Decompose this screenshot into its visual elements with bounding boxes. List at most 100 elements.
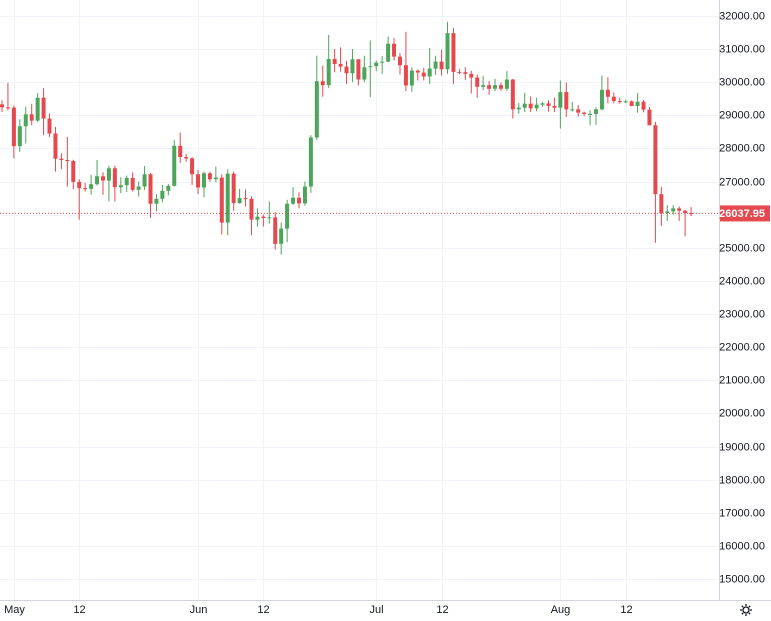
x-tick-label: 12 bbox=[620, 604, 632, 616]
candle-body bbox=[261, 216, 266, 219]
candle-body bbox=[142, 174, 147, 187]
candle-body bbox=[481, 85, 486, 87]
candle-body bbox=[493, 85, 498, 89]
candle-body bbox=[219, 177, 224, 223]
candle-body bbox=[564, 92, 569, 110]
settings-icon[interactable] bbox=[740, 604, 752, 616]
candle-body bbox=[653, 125, 658, 195]
candle-body bbox=[629, 101, 634, 107]
candle-body bbox=[178, 145, 183, 158]
candle-body bbox=[196, 174, 201, 188]
candle-body bbox=[255, 216, 260, 220]
candle-body bbox=[100, 176, 105, 181]
candle-body bbox=[297, 197, 301, 204]
candle-body bbox=[475, 77, 480, 87]
y-tick-label: 28000.00 bbox=[719, 142, 765, 154]
axes: 15000.00 16000.00 17000.00 18000.00 19000.00… bbox=[4, 10, 770, 616]
candle-body bbox=[516, 107, 521, 110]
candle-body bbox=[380, 61, 385, 63]
grid bbox=[0, 0, 719, 600]
candle-body bbox=[124, 177, 129, 186]
candle-body bbox=[83, 188, 88, 190]
candle-body bbox=[106, 168, 111, 181]
candle-body bbox=[53, 133, 58, 159]
x-tick-label: Jul bbox=[369, 604, 383, 616]
candle-body bbox=[184, 157, 189, 159]
candle-body bbox=[350, 59, 355, 74]
candle-body bbox=[47, 118, 52, 134]
y-tick-label: 25000.00 bbox=[719, 242, 765, 254]
candle-body bbox=[291, 197, 296, 204]
candle-body bbox=[320, 81, 325, 86]
candle-body bbox=[558, 92, 563, 108]
candle-body bbox=[5, 107, 10, 109]
candle-body bbox=[17, 126, 22, 147]
y-tick-label: 31000.00 bbox=[719, 43, 765, 55]
candle-body bbox=[71, 161, 76, 182]
candle-body bbox=[207, 173, 212, 180]
candle-body bbox=[659, 194, 664, 214]
candle-body bbox=[285, 203, 290, 229]
candle-body bbox=[599, 89, 604, 110]
candle-body bbox=[611, 96, 616, 102]
candle-body bbox=[386, 43, 391, 62]
gear-teeth bbox=[740, 604, 752, 616]
candle-body bbox=[582, 112, 587, 114]
candles bbox=[0, 21, 719, 255]
candle-body bbox=[344, 66, 349, 74]
y-tick-label: 27000.00 bbox=[719, 176, 765, 188]
candle-body bbox=[273, 217, 278, 244]
y-tick-label: 32000.00 bbox=[719, 10, 765, 22]
candle-body bbox=[540, 103, 545, 105]
candle-body bbox=[225, 173, 230, 223]
candle-body bbox=[403, 65, 408, 86]
candle-body bbox=[314, 81, 319, 138]
candle-body bbox=[576, 109, 581, 113]
candle-body bbox=[11, 107, 16, 147]
candle-body bbox=[65, 160, 70, 162]
candle-body bbox=[677, 208, 682, 211]
candle-body bbox=[552, 106, 557, 108]
y-tick-label: 22000.00 bbox=[719, 341, 765, 353]
candle-body bbox=[172, 145, 177, 186]
candle-body bbox=[77, 181, 82, 189]
last-price-label: 26037.95 bbox=[719, 208, 765, 220]
candle-body bbox=[671, 208, 676, 212]
y-tick-label: 24000.00 bbox=[719, 275, 765, 287]
candle-body bbox=[439, 61, 444, 70]
x-tick-label: 12 bbox=[436, 604, 448, 616]
candle-body bbox=[409, 70, 414, 86]
y-tick-label: 19000.00 bbox=[719, 441, 765, 453]
candle-body bbox=[302, 186, 307, 204]
x-tick-label: 12 bbox=[257, 604, 269, 616]
candle-body bbox=[546, 103, 551, 107]
candle-body bbox=[504, 79, 509, 89]
candle-body bbox=[522, 103, 527, 108]
candle-body bbox=[421, 72, 426, 77]
candle-body bbox=[588, 113, 593, 115]
candle-body bbox=[29, 114, 34, 121]
y-tick-label: 15000.00 bbox=[719, 573, 765, 585]
candle-body bbox=[463, 72, 468, 74]
y-tick-label: 23000.00 bbox=[719, 308, 765, 320]
candle-body bbox=[534, 104, 539, 109]
candle-body bbox=[487, 85, 492, 89]
candle-body bbox=[166, 185, 171, 191]
candle-body bbox=[231, 173, 236, 204]
candle-body bbox=[457, 71, 462, 73]
gear-center bbox=[742, 606, 750, 614]
candle-body bbox=[641, 101, 646, 110]
candle-body bbox=[112, 168, 117, 188]
x-tick-label: May bbox=[4, 604, 25, 616]
candle-body bbox=[469, 73, 474, 78]
candle-body bbox=[362, 67, 367, 80]
candle-body bbox=[23, 114, 28, 127]
candle-body bbox=[368, 66, 373, 68]
y-tick-label: 21000.00 bbox=[719, 374, 765, 386]
candle-body bbox=[623, 101, 628, 103]
candle-body bbox=[392, 43, 397, 57]
candle-body bbox=[528, 103, 533, 109]
candle-body bbox=[332, 58, 337, 64]
candle-body bbox=[594, 109, 598, 114]
